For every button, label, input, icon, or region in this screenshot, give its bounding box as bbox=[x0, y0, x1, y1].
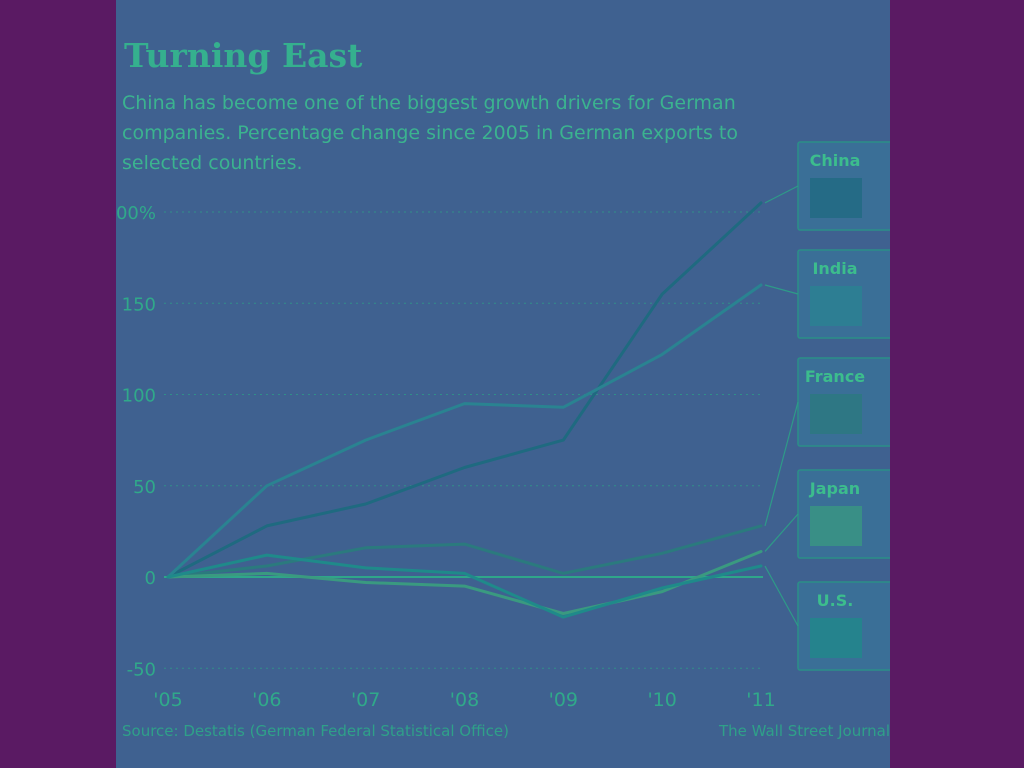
flag-india-icon bbox=[810, 286, 862, 326]
y-axis-ticks: 200% 150 100 50 0 -50 bbox=[116, 203, 156, 680]
series-line-france bbox=[166, 524, 763, 579]
x-tick-label: '08 bbox=[450, 689, 479, 711]
legend-connector-japan bbox=[764, 513, 799, 552]
flag-china-icon bbox=[810, 178, 862, 218]
series-line-japan bbox=[166, 550, 763, 615]
flag-france-icon bbox=[810, 394, 862, 434]
x-tick-label: '07 bbox=[351, 689, 380, 711]
y-tick-label: 150 bbox=[122, 294, 156, 315]
flag-japan-icon bbox=[810, 506, 862, 546]
line-chart: 200% 150 100 50 0 -50 '05 '06 '07 '08 '09 '10 '11 C… bbox=[116, 141, 890, 711]
legend-label-japan: Japan bbox=[809, 479, 860, 498]
y-tick-label: 0 bbox=[145, 568, 156, 589]
legend-connector-china bbox=[764, 185, 799, 204]
x-tick-label: '11 bbox=[746, 689, 775, 711]
flag-u-s-icon bbox=[810, 618, 862, 658]
source-note: Source: Destatis (German Federal Statist… bbox=[122, 722, 509, 740]
x-tick-label: '09 bbox=[549, 689, 578, 711]
chart-panel: Turning East China has become one of the… bbox=[116, 0, 890, 768]
x-tick-label: '05 bbox=[153, 689, 182, 711]
y-tick-label: 50 bbox=[133, 477, 156, 498]
legend-label-india: India bbox=[812, 259, 857, 278]
x-tick-label: '10 bbox=[647, 689, 676, 711]
x-axis-ticks: '05 '06 '07 '08 '09 '10 '11 bbox=[153, 689, 775, 711]
legend-connector-france bbox=[764, 401, 799, 527]
y-tick-label: 100 bbox=[122, 386, 156, 407]
grid-layer bbox=[164, 211, 763, 669]
series-line-china bbox=[166, 201, 763, 579]
legend-connector-india bbox=[764, 284, 799, 295]
series-layer bbox=[166, 201, 763, 619]
legend: China India France Japan U.S. bbox=[764, 141, 890, 671]
y-tick-label: -50 bbox=[127, 659, 156, 680]
legend-label-china: China bbox=[810, 151, 861, 170]
legend-label-france: France bbox=[805, 367, 865, 386]
publisher-credit: The Wall Street Journal bbox=[718, 722, 890, 740]
chart-title: Turning East bbox=[124, 36, 363, 75]
chart-subtitle: China has become one of the biggest grow… bbox=[122, 92, 738, 174]
series-line-u-s bbox=[166, 553, 763, 619]
x-tick-label: '06 bbox=[252, 689, 281, 711]
legend-connector-u-s bbox=[764, 565, 799, 627]
y-tick-label: 200% bbox=[116, 203, 156, 224]
legend-label-u-s: U.S. bbox=[817, 591, 854, 610]
series-line-india bbox=[166, 283, 763, 579]
